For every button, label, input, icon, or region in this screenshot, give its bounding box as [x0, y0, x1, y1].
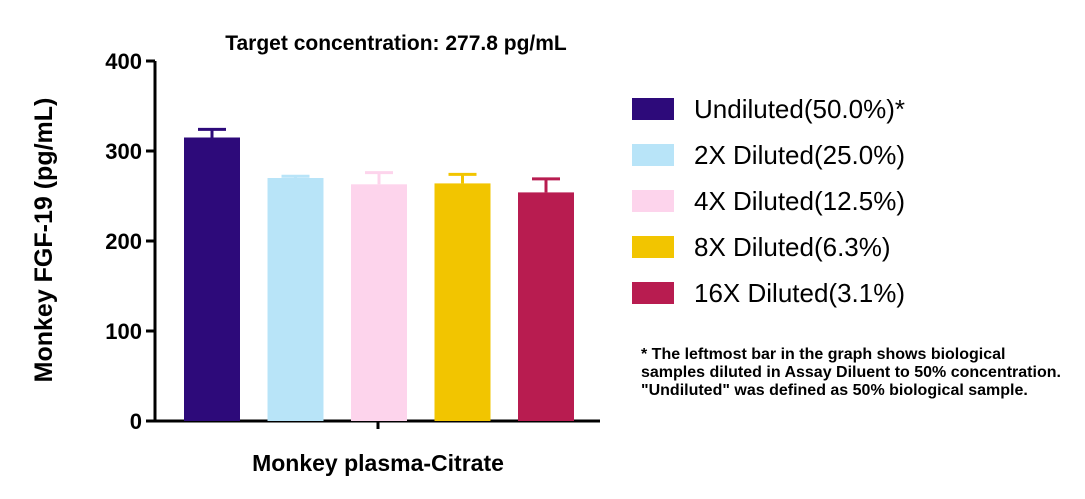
legend-item: 2X Diluted(25.0%) [632, 132, 905, 178]
y-tick-label: 200 [105, 229, 142, 254]
y-tick-label: 300 [105, 139, 142, 164]
legend-item: 8X Diluted(6.3%) [632, 224, 905, 270]
legend-swatch [632, 144, 674, 166]
legend-item: Undiluted(50.0%)* [632, 86, 905, 132]
legend-swatch [632, 190, 674, 212]
legend-label: 2X Diluted(25.0%) [694, 139, 905, 170]
y-tick-label: 400 [105, 49, 142, 74]
y-tick-label: 100 [105, 319, 142, 344]
legend: Undiluted(50.0%)* 2X Diluted(25.0%) 4X Dil… [632, 86, 905, 316]
legend-label: Undiluted(50.0%)* [694, 93, 906, 124]
legend-item: 16X Diluted(3.1%) [632, 270, 905, 316]
bar [434, 183, 491, 421]
legend-label: 4X Diluted(12.5%) [694, 185, 905, 216]
bar [518, 192, 574, 421]
y-tick-label: 0 [130, 409, 142, 434]
legend-swatch [632, 98, 674, 120]
bar [267, 178, 324, 421]
bars [184, 127, 574, 421]
footnote: * The leftmost bar in the graph shows bi… [641, 346, 1061, 399]
chart-title: Target concentration: 277.8 pg/mL [225, 32, 567, 55]
y-axis-label: Monkey FGF-19 (pg/mL) [30, 98, 58, 383]
bar [351, 184, 407, 421]
legend-item: 4X Diluted(12.5%) [632, 178, 905, 224]
legend-swatch [632, 236, 674, 258]
bar [184, 137, 240, 421]
x-axis-label: Monkey plasma-Citrate [252, 450, 504, 476]
legend-label: 8X Diluted(6.3%) [694, 231, 891, 262]
legend-label: 16X Diluted(3.1%) [694, 277, 905, 308]
legend-swatch [632, 282, 674, 304]
